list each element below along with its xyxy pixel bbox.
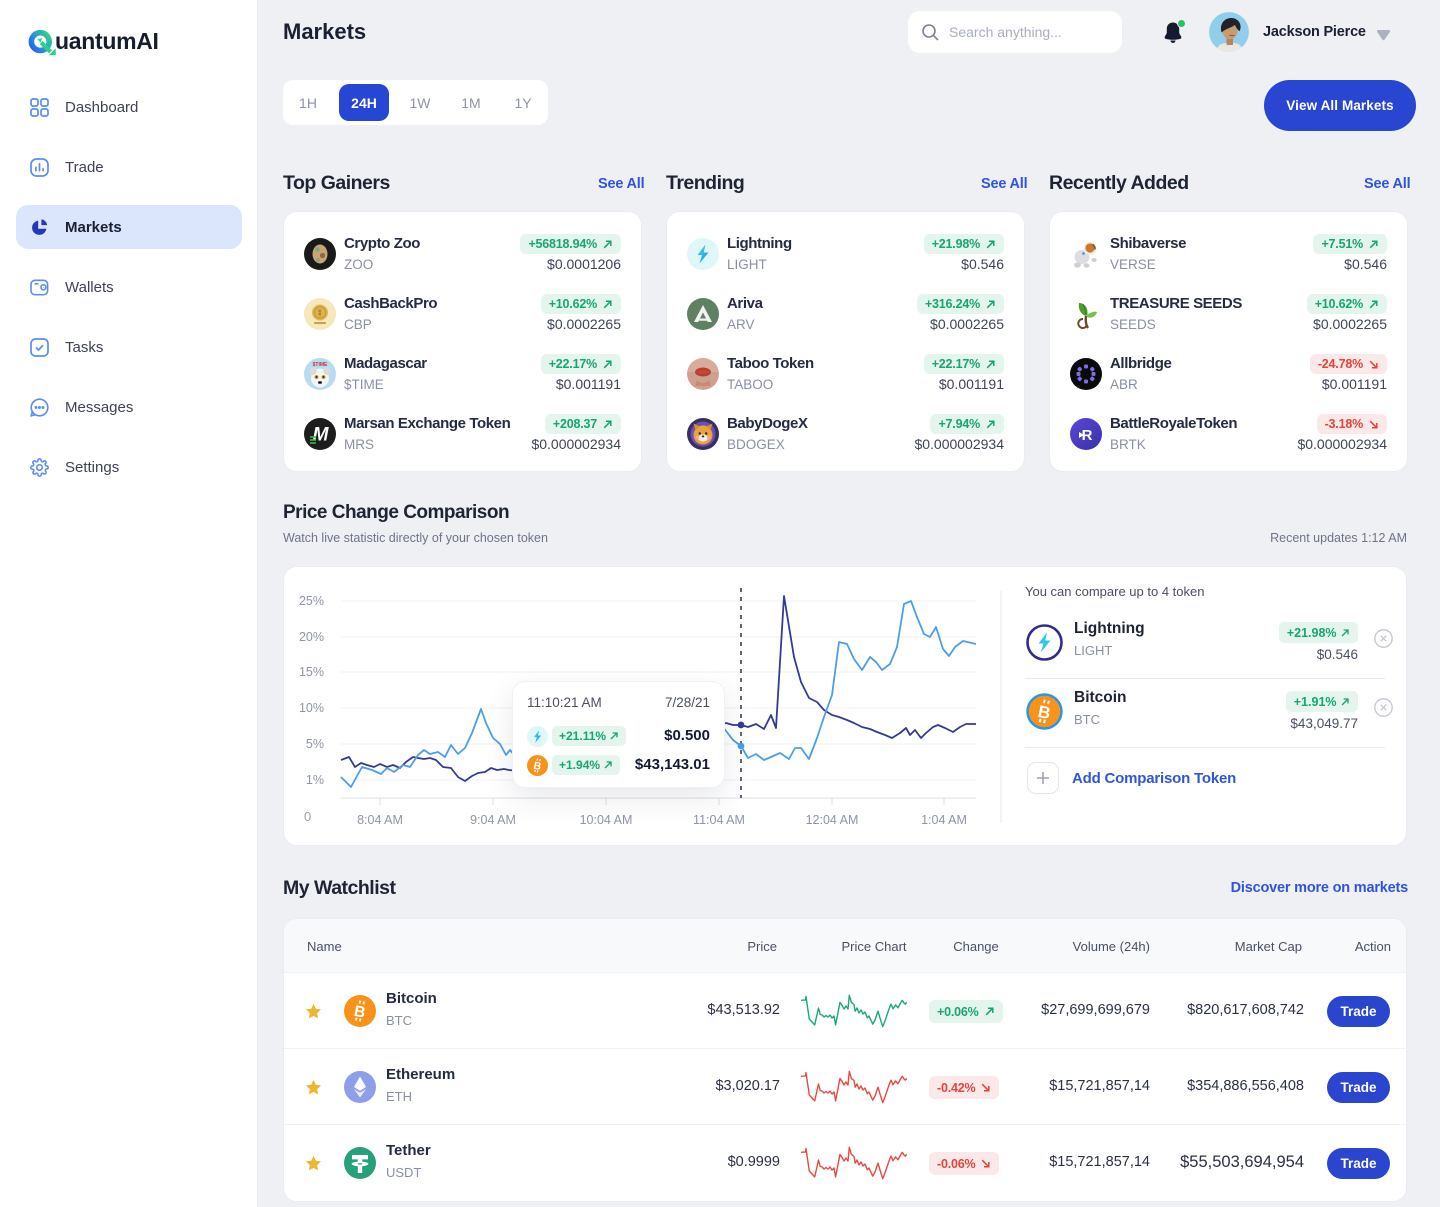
svg-text:12:04 AM: 12:04 AM — [806, 813, 859, 827]
svg-text:0: 0 — [304, 809, 311, 824]
svg-text:1%: 1% — [306, 773, 324, 787]
svg-text:5%: 5% — [306, 737, 324, 751]
svg-text:10%: 10% — [299, 701, 324, 715]
svg-text:B: B — [532, 760, 542, 773]
svg-text:15%: 15% — [299, 665, 324, 679]
svg-text:R: R — [1082, 427, 1093, 444]
svg-text:25%: 25% — [299, 594, 324, 608]
svg-text:20%: 20% — [299, 630, 324, 644]
svg-text:$TIME: $TIME — [313, 362, 328, 368]
svg-text:1:04 AM: 1:04 AM — [921, 813, 967, 827]
svg-text:10:04 AM: 10:04 AM — [580, 813, 633, 827]
svg-text:B: B — [352, 1003, 366, 1022]
svg-text:M: M — [313, 425, 330, 446]
svg-text:B: B — [1036, 702, 1052, 723]
svg-text:8:04 AM: 8:04 AM — [357, 813, 403, 827]
svg-text:9:04 AM: 9:04 AM — [470, 813, 516, 827]
svg-text:11:04 AM: 11:04 AM — [693, 813, 745, 827]
